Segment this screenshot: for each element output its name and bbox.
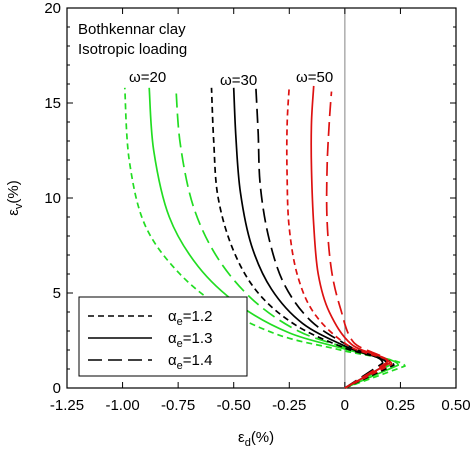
curve-omega-50-alpha-1-2 bbox=[285, 85, 393, 389]
legend-alpha-longdash: α bbox=[168, 352, 177, 369]
y-axis-subscript: v bbox=[13, 203, 25, 209]
y-axis-unit: (%) bbox=[5, 180, 22, 203]
y-tick-label: 10 bbox=[44, 190, 61, 207]
y-tick-label: 20 bbox=[44, 0, 61, 17]
curve-omega-50-alpha-1-3 bbox=[310, 85, 391, 389]
annotation-material: Bothkennar clay bbox=[78, 21, 186, 38]
x-axis-subscript: d bbox=[245, 437, 251, 449]
legend-sub-dashed: e bbox=[177, 316, 183, 328]
annotation-loading: Isotropic loading bbox=[78, 41, 187, 58]
legend-value-longdash: =1.4 bbox=[183, 352, 213, 369]
legend-value-dashed: =1.2 bbox=[183, 308, 213, 325]
x-tick-label: -1.25 bbox=[50, 397, 84, 414]
x-tick-label: 0.25 bbox=[386, 397, 415, 414]
x-tick-label: -0.50 bbox=[217, 397, 251, 414]
legend-value-solid: =1.3 bbox=[183, 330, 213, 347]
legend-box bbox=[78, 296, 248, 377]
legend-label-dashed: αe=1.2 bbox=[168, 308, 212, 328]
y-axis-label: εv(%) bbox=[5, 180, 25, 216]
x-axis-symbol: ε bbox=[238, 429, 245, 446]
annotation-omega-30: ω=30 bbox=[220, 72, 257, 89]
x-axis-unit: (%) bbox=[251, 429, 274, 446]
y-tick-labels: 0 5 10 15 20 bbox=[44, 0, 61, 397]
legend-label-solid: αe=1.3 bbox=[168, 330, 212, 350]
x-tick-label: -0.75 bbox=[161, 397, 195, 414]
x-tick-label: -0.25 bbox=[272, 397, 306, 414]
curve-omega-20-alpha-1-2 bbox=[123, 87, 406, 389]
x-tick-label: 0 bbox=[341, 397, 349, 414]
curve-omega-50-alpha-1-4 bbox=[325, 91, 388, 389]
legend: αe=1.2 αe=1.3 αe=1.4 bbox=[78, 296, 248, 377]
annotation-omega-20: ω=20 bbox=[129, 69, 166, 86]
y-tick-label: 0 bbox=[53, 380, 61, 397]
legend-alpha-dashed: α bbox=[168, 308, 177, 325]
curves bbox=[123, 85, 406, 389]
legend-sub-solid: e bbox=[177, 338, 183, 350]
curve-omega-20-alpha-1-3 bbox=[148, 87, 400, 389]
curve-omega-30-alpha-1-2 bbox=[210, 87, 395, 389]
y-axis-symbol: ε bbox=[5, 209, 22, 216]
annotation-omega-50: ω=50 bbox=[296, 69, 333, 86]
x-tick-label: -1.00 bbox=[105, 397, 139, 414]
y-tick-label: 5 bbox=[53, 285, 61, 302]
y-tick-label: 15 bbox=[44, 95, 61, 112]
legend-sub-longdash: e bbox=[177, 360, 183, 372]
x-tick-label: 0.50 bbox=[441, 397, 470, 414]
curve-omega-30-alpha-1-4 bbox=[255, 87, 384, 389]
curve-omega-30-alpha-1-3 bbox=[232, 87, 388, 389]
legend-alpha-solid: α bbox=[168, 330, 177, 347]
axis-ticks bbox=[66, 7, 457, 389]
legend-label-longdash: αe=1.4 bbox=[168, 352, 212, 372]
x-tick-labels: -1.25 -1.00 -0.75 -0.50 -0.25 0 0.25 0.50 bbox=[50, 397, 471, 414]
x-axis-label: εd(%) bbox=[238, 429, 274, 449]
